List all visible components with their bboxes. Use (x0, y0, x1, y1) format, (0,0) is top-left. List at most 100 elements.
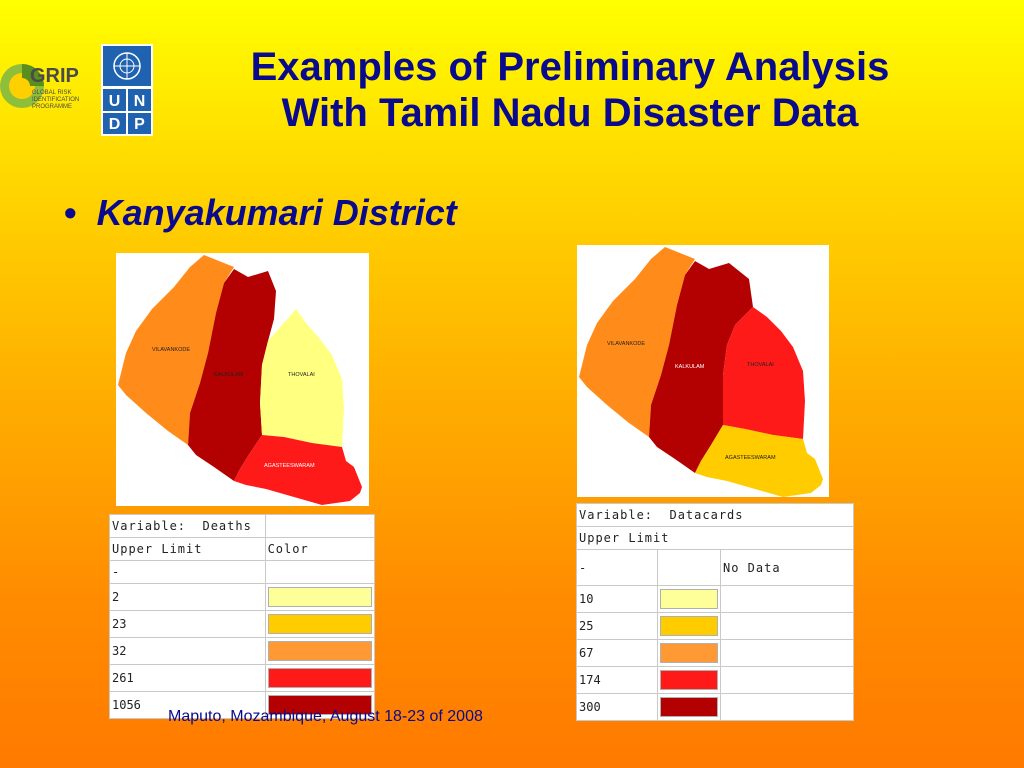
legend-variable-value: Datacards (669, 508, 744, 522)
legend-row: 32 (109, 637, 376, 665)
legend-limit: 174 (576, 666, 658, 694)
legend-dash-cell: - (109, 560, 266, 584)
legend-limit: 25 (576, 612, 658, 640)
legend-variable-cell: Variable: Datacards (576, 503, 854, 527)
legend-empty-cell (264, 514, 376, 538)
title-line-2: With Tamil Nadu Disaster Data (281, 91, 859, 135)
legend-dash-cell: - (576, 549, 658, 586)
map-datacards-svg: VILAVANKODE KALKULAM THOVALAI AGASTEESWA… (579, 247, 823, 497)
legend-variable-label: Variable: (579, 508, 654, 522)
bullet-item: • Kanyakumari District (64, 192, 457, 234)
undp-letter-d: D (109, 116, 121, 133)
legend-swatch-cell (657, 666, 721, 694)
bullet-marker: • (64, 192, 77, 233)
title-line-1: Examples of Preliminary Analysis (250, 45, 890, 89)
legend-swatch-cell (264, 610, 376, 638)
grip-logo-graphic: GRIP GLOBAL RISK IDENTIFICATION PROGRAMM… (0, 64, 79, 110)
legend-row: 300 (576, 693, 854, 721)
legend-row: 1056 (109, 691, 376, 719)
undp-logo-graphic: U N D P (103, 46, 151, 134)
grip-logo-sub2: IDENTIFICATION (32, 97, 79, 103)
label-vilavancode: VILAVANKODE (607, 341, 645, 347)
undp-logo: U N D P (101, 44, 153, 136)
legend-dash-row: - (109, 560, 376, 584)
legend-header-row: Upper Limit Color (109, 537, 376, 561)
region-agasteeswaram (234, 435, 362, 505)
legend-empty-cell (720, 585, 854, 613)
undp-letter-u: U (109, 93, 121, 110)
legend-swatch (660, 616, 718, 636)
label-agasteeswaram: AGASTEESWARAM (725, 455, 776, 461)
legend-empty-cell (720, 693, 854, 721)
legend-swatch (660, 589, 718, 609)
legend-empty-cell (720, 666, 854, 694)
legend-variable-cell: Variable: Deaths (109, 514, 266, 538)
legend-limit: 23 (109, 610, 266, 638)
legend-variable-row: Variable: Deaths (109, 514, 376, 538)
legend-row: 10 (576, 585, 854, 613)
legend-limit: 1056 (109, 691, 266, 719)
legend-limit: 10 (576, 585, 658, 613)
grip-logo-sub3: PROGRAMME (32, 104, 72, 110)
legend-swatch-cell (657, 612, 721, 640)
map-deaths: VILAVANKODE KALKULAM THOVALAI AGASTEESWA… (116, 253, 369, 506)
legend-row: 261 (109, 664, 376, 692)
grip-logo: GRIP GLOBAL RISK IDENTIFICATION PROGRAMM… (0, 48, 92, 128)
legend-variable-value: Deaths (202, 519, 252, 533)
legend-swatch-cell (264, 583, 376, 611)
legend-swatch-cell (657, 639, 721, 667)
legend-color-header: Color (264, 537, 376, 561)
grip-logo-sub1: GLOBAL RISK (32, 90, 71, 96)
map-deaths-svg: VILAVANKODE KALKULAM THOVALAI AGASTEESWA… (118, 255, 362, 505)
legend-row: 174 (576, 666, 854, 694)
legend-swatch (267, 614, 372, 634)
legend-swatch-cell (657, 585, 721, 613)
legend-row: 23 (109, 610, 376, 638)
legend-swatch (267, 668, 372, 688)
footer-text: Maputo, Mozambique, August 18-23 of 2008 (168, 708, 483, 725)
legend-limit: 67 (576, 639, 658, 667)
legend-variable-label: Variable: (112, 519, 187, 533)
legend-swatch-cell (264, 664, 376, 692)
region-thovalai (260, 309, 344, 447)
legend-swatch-cell (657, 693, 721, 721)
legend-swatch (660, 697, 718, 717)
region-thovalai (723, 307, 805, 439)
legend-swatch (660, 670, 718, 690)
legend-swatch-cell (264, 691, 376, 719)
legend-no-data: No Data (720, 549, 854, 586)
legend-swatch-cell (264, 637, 376, 665)
legend-swatch (267, 695, 372, 715)
legend-variable-row: Variable: Datacards (576, 503, 854, 527)
legend-upper-limit-header: Upper Limit (576, 526, 854, 550)
region-kalkulam (188, 269, 276, 481)
legend-swatch (660, 643, 718, 663)
region-vilavancode (579, 247, 695, 437)
legend-row: 67 (576, 639, 854, 667)
legend-row: 2 (109, 583, 376, 611)
legend-limit: 32 (109, 637, 266, 665)
region-agasteeswaram (695, 425, 823, 497)
legend-dash-row: - No Data (576, 549, 854, 586)
legend-header-row: Upper Limit (576, 526, 854, 550)
legend-dash-color-cell (264, 560, 376, 584)
legend-deaths: Variable: Deaths Upper Limit Color - 2 2… (109, 514, 376, 719)
legend-limit: 300 (576, 693, 658, 721)
bullet-text: Kanyakumari District (96, 192, 457, 233)
legend-dash-color-cell (657, 549, 721, 586)
label-thovalai: THOVALAI (747, 362, 774, 368)
undp-letter-p: P (134, 116, 145, 133)
legend-limit: 2 (109, 583, 266, 611)
legend-swatch (267, 587, 372, 607)
label-vilavancode: VILAVANKODE (152, 347, 190, 353)
label-agasteeswaram: AGASTEESWARAM (264, 463, 315, 469)
label-thovalai: THOVALAI (288, 372, 315, 378)
legend-swatch (267, 641, 372, 661)
undp-letter-n: N (134, 93, 146, 110)
legend-row: 25 (576, 612, 854, 640)
legend-upper-limit-header: Upper Limit (109, 537, 266, 561)
legend-limit: 261 (109, 664, 266, 692)
label-kalkulam: KALKULAM (214, 372, 244, 378)
slide-title: Examples of Preliminary Analysis With Ta… (180, 44, 960, 136)
region-kalkulam (649, 261, 753, 473)
